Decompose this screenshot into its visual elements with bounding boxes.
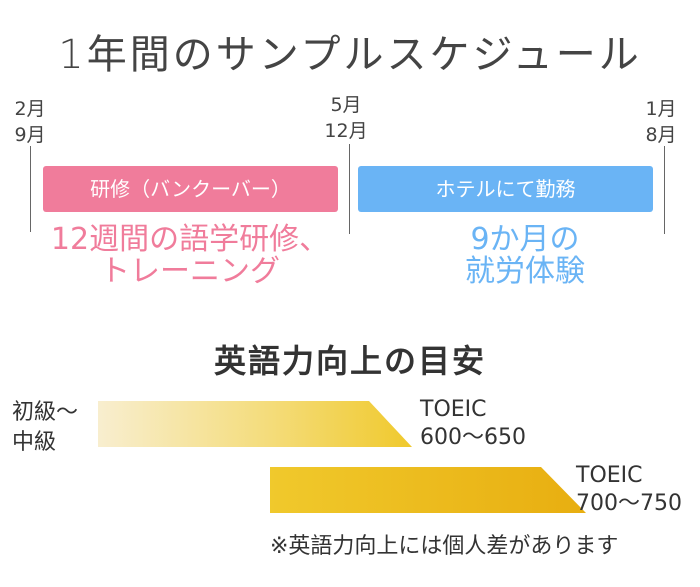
middle-month-label: 5月 12月 <box>318 92 374 144</box>
end-month-line1: 1月 <box>645 98 677 120</box>
phase-training-bar: 研修（バンクーバー） <box>43 166 338 212</box>
toeic-target-2-line1: TOEIC <box>576 463 643 488</box>
english-heading: 英語力向上の目安 <box>213 342 486 380</box>
toeic-target-2-line2: 700〜750 <box>576 491 682 516</box>
phase-work-desc-line1: 9か月の <box>470 222 580 257</box>
phase-training-desc-line1: 12週間の語学研修、 <box>50 222 330 257</box>
progress-arrow-2 <box>270 467 586 513</box>
middle-month-line2: 12月 <box>324 120 368 142</box>
page-title: 1年間のサンプルスケジュール <box>58 32 642 78</box>
toeic-target-1-line1: TOEIC <box>420 397 487 422</box>
toeic-target-2: TOEIC 700〜750 <box>576 462 682 518</box>
end-month-label: 1月 8月 <box>636 96 686 148</box>
level-line1: 初級〜 <box>12 400 79 425</box>
disclaimer-note: ※英語力向上には個人差があります <box>270 534 619 559</box>
start-month-label: 2月 9月 <box>8 96 52 148</box>
level-label: 初級〜 中級 <box>12 398 78 458</box>
phase-training-description: 12週間の語学研修、 トレーニング <box>30 224 350 288</box>
toeic-target-1: TOEIC 600〜650 <box>420 396 526 452</box>
toeic-target-1-line2: 600〜650 <box>420 425 526 450</box>
end-marker-line <box>664 146 665 234</box>
middle-month-line1: 5月 <box>330 94 362 116</box>
phase-work-bar: ホテルにて勤務 <box>358 166 653 212</box>
progress-arrow-1 <box>98 401 412 447</box>
start-month-line2: 9月 <box>14 124 46 146</box>
phase-training-desc-line2: トレーニング <box>100 254 280 289</box>
end-month-line2: 8月 <box>645 124 677 146</box>
phase-work-description: 9か月の 就労体験 <box>400 224 650 288</box>
level-line2: 中級 <box>12 430 57 455</box>
start-month-line1: 2月 <box>14 98 46 120</box>
phase-work-desc-line2: 就労体験 <box>465 254 585 289</box>
middle-marker-line <box>349 144 350 234</box>
start-marker-line <box>30 146 31 232</box>
